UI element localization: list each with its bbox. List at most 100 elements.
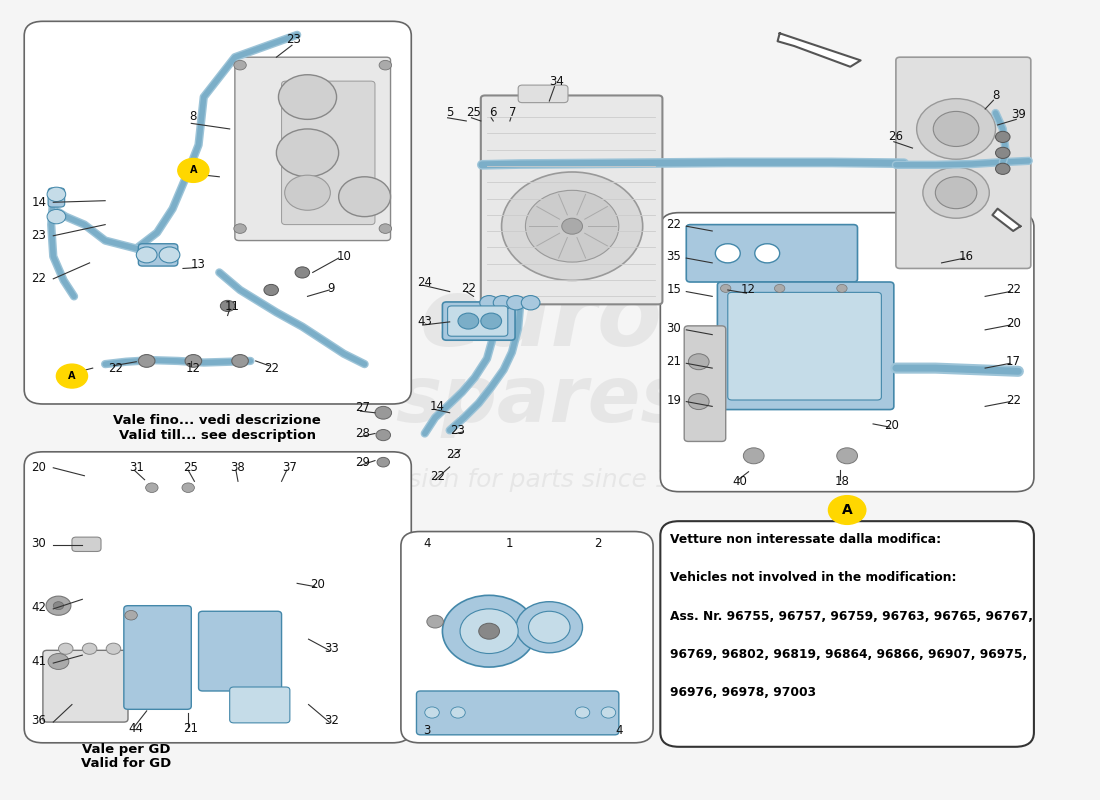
Text: 11: 11: [224, 300, 240, 314]
Text: 36: 36: [31, 714, 46, 727]
Circle shape: [232, 354, 249, 367]
FancyBboxPatch shape: [43, 650, 128, 722]
Circle shape: [837, 285, 847, 292]
Text: Vetture non interessate dalla modifica:: Vetture non interessate dalla modifica:: [670, 533, 940, 546]
Text: 21: 21: [183, 722, 198, 735]
Circle shape: [276, 129, 339, 177]
Text: 12: 12: [741, 283, 756, 297]
Text: 20: 20: [1005, 317, 1021, 330]
Circle shape: [493, 295, 512, 310]
Circle shape: [516, 602, 583, 653]
FancyBboxPatch shape: [895, 57, 1031, 269]
Circle shape: [82, 643, 97, 654]
FancyBboxPatch shape: [48, 188, 65, 207]
Circle shape: [220, 300, 235, 311]
Text: 14: 14: [430, 400, 444, 413]
Circle shape: [425, 707, 439, 718]
Text: 22: 22: [31, 272, 46, 286]
Circle shape: [916, 98, 996, 159]
Text: 22: 22: [667, 218, 681, 231]
Text: Vale per GD: Vale per GD: [81, 743, 170, 756]
Text: 40: 40: [733, 475, 748, 488]
Text: A: A: [189, 166, 197, 175]
FancyBboxPatch shape: [282, 81, 375, 225]
FancyBboxPatch shape: [448, 306, 508, 336]
Text: 31: 31: [129, 462, 144, 474]
FancyBboxPatch shape: [684, 326, 726, 442]
FancyBboxPatch shape: [400, 531, 653, 743]
Circle shape: [234, 224, 246, 234]
Circle shape: [689, 394, 710, 410]
Text: 43: 43: [417, 315, 432, 328]
Circle shape: [379, 60, 392, 70]
Circle shape: [178, 158, 209, 182]
Text: 9: 9: [328, 282, 336, 295]
Text: 33: 33: [324, 642, 339, 655]
Text: A: A: [842, 503, 852, 517]
Circle shape: [602, 707, 616, 718]
FancyBboxPatch shape: [24, 452, 411, 743]
FancyBboxPatch shape: [417, 691, 619, 735]
Text: 35: 35: [667, 250, 681, 263]
Circle shape: [375, 406, 392, 419]
Text: 16: 16: [959, 250, 974, 263]
FancyBboxPatch shape: [518, 85, 568, 102]
FancyBboxPatch shape: [124, 606, 191, 710]
Circle shape: [285, 175, 330, 210]
Circle shape: [755, 244, 780, 263]
Text: 22: 22: [264, 362, 278, 374]
Text: 30: 30: [667, 322, 681, 334]
Circle shape: [278, 74, 337, 119]
Circle shape: [996, 163, 1010, 174]
Text: 38: 38: [231, 462, 245, 474]
Circle shape: [264, 285, 278, 295]
Circle shape: [58, 643, 73, 654]
Text: 22: 22: [461, 282, 476, 295]
FancyBboxPatch shape: [717, 282, 894, 410]
Text: 25: 25: [183, 462, 198, 474]
Circle shape: [379, 224, 392, 234]
Text: 13: 13: [191, 258, 206, 271]
Text: A: A: [68, 371, 76, 381]
Circle shape: [502, 172, 642, 281]
Circle shape: [377, 458, 389, 467]
Text: Valid till... see description: Valid till... see description: [119, 429, 316, 442]
Text: 32: 32: [323, 714, 339, 727]
FancyBboxPatch shape: [660, 213, 1034, 492]
Circle shape: [507, 295, 526, 310]
Circle shape: [828, 496, 866, 524]
Text: 22: 22: [1005, 283, 1021, 297]
Text: 42: 42: [31, 601, 46, 614]
Text: 7: 7: [509, 106, 517, 119]
Circle shape: [933, 111, 979, 146]
FancyBboxPatch shape: [230, 687, 290, 723]
Text: 10: 10: [337, 250, 351, 263]
Circle shape: [53, 602, 64, 610]
Text: 96769, 96802, 96819, 96864, 96866, 96907, 96975,: 96769, 96802, 96819, 96864, 96866, 96907…: [670, 648, 1027, 661]
Circle shape: [107, 643, 121, 654]
Text: 24: 24: [417, 275, 432, 289]
Text: 21: 21: [667, 355, 681, 368]
Text: 22: 22: [430, 470, 444, 483]
Text: euro: euro: [419, 274, 662, 366]
Text: 19: 19: [667, 394, 681, 406]
Text: Valid for GD: Valid for GD: [80, 757, 170, 770]
Polygon shape: [992, 209, 1021, 231]
Circle shape: [376, 430, 390, 441]
Text: 8: 8: [189, 110, 197, 123]
Circle shape: [923, 167, 989, 218]
Text: 22: 22: [1005, 394, 1021, 406]
Text: 23: 23: [287, 33, 301, 46]
Text: spares: spares: [395, 362, 686, 438]
Text: 20: 20: [310, 578, 326, 591]
Text: 37: 37: [283, 462, 297, 474]
Circle shape: [460, 609, 518, 654]
Circle shape: [689, 354, 710, 370]
Circle shape: [442, 595, 536, 667]
Text: 1: 1: [506, 537, 514, 550]
Text: Ass. Nr. 96755, 96757, 96759, 96763, 96765, 96767,: Ass. Nr. 96755, 96757, 96759, 96763, 967…: [670, 610, 1033, 622]
FancyBboxPatch shape: [481, 95, 662, 304]
Text: 34: 34: [549, 74, 564, 88]
FancyBboxPatch shape: [686, 225, 858, 282]
Text: 41: 41: [31, 655, 46, 668]
